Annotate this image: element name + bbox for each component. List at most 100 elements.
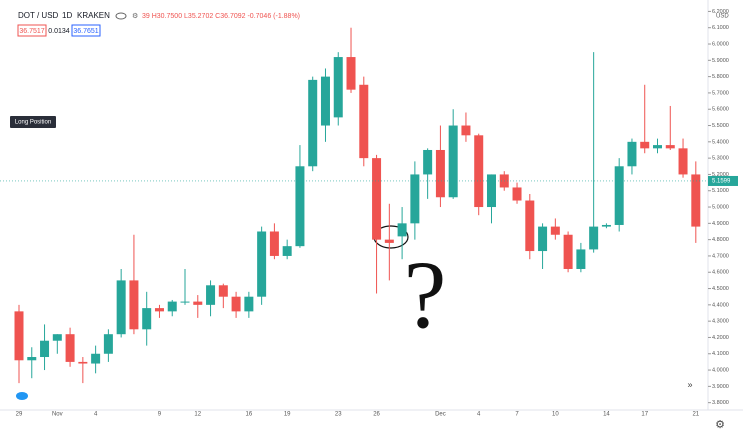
sell-box[interactable] bbox=[17, 24, 47, 37]
candle-body bbox=[154, 308, 164, 312]
last-price-tag bbox=[708, 175, 738, 186]
candle-body bbox=[218, 285, 228, 297]
candle-body bbox=[142, 308, 152, 330]
candle-body bbox=[448, 125, 458, 198]
y-tick-label: 4.0000 bbox=[712, 368, 729, 374]
candle-body bbox=[244, 296, 254, 312]
y-tick-label: 5.7000 bbox=[712, 90, 729, 96]
x-tick-label: 16 bbox=[246, 412, 253, 418]
candle-body bbox=[78, 361, 88, 364]
x-tick-label: 14 bbox=[603, 412, 610, 418]
y-tick-label: 4.7000 bbox=[712, 253, 729, 259]
candle-body bbox=[282, 246, 292, 256]
candle-body bbox=[423, 149, 433, 175]
candle-body bbox=[512, 187, 522, 201]
candle-body bbox=[103, 334, 113, 354]
x-tick-label: 4 bbox=[94, 412, 98, 418]
candle-body bbox=[52, 334, 62, 341]
candle-body bbox=[257, 231, 267, 297]
candle-body bbox=[40, 340, 50, 358]
x-tick-label: 17 bbox=[641, 412, 648, 418]
last-price-label: 5.1599 bbox=[712, 179, 731, 185]
candle-body bbox=[461, 125, 471, 136]
scroll-button[interactable]: » bbox=[687, 379, 692, 389]
candle-body bbox=[410, 174, 420, 224]
candle-body bbox=[65, 334, 75, 362]
candle-body bbox=[14, 311, 24, 361]
y-tick-label: 4.4000 bbox=[712, 302, 729, 308]
x-tick-label: Dec bbox=[435, 412, 446, 418]
x-tick-label: 9 bbox=[158, 412, 162, 418]
candle-body bbox=[333, 57, 343, 118]
y-tick-label: 4.1000 bbox=[712, 351, 729, 357]
y-tick-label: 5.3000 bbox=[712, 156, 729, 162]
legend: DOT / USD 1D KRAKEN ⚙ 39 H30.7500 L35.27… bbox=[17, 11, 300, 37]
candle-body bbox=[372, 158, 382, 240]
candle-body bbox=[320, 76, 330, 126]
question-mark: ? bbox=[404, 241, 447, 348]
cloud-icon[interactable] bbox=[16, 392, 28, 400]
candle-body bbox=[589, 226, 599, 250]
y-tick-label: 6.1000 bbox=[712, 25, 729, 31]
y-tick-label: 5.2000 bbox=[712, 172, 729, 178]
candle-body bbox=[206, 285, 216, 305]
x-tick-label: 21 bbox=[692, 412, 699, 418]
candle-body bbox=[346, 57, 356, 90]
annotation-label: Long Position bbox=[15, 120, 51, 126]
candle-body bbox=[435, 149, 445, 198]
candle-body bbox=[627, 141, 637, 167]
y-tick-label: 5.6000 bbox=[712, 107, 729, 113]
y-tick-label: 4.6000 bbox=[712, 270, 729, 276]
buy-price: 36.7651 bbox=[73, 28, 98, 35]
x-tick-label: 7 bbox=[515, 412, 519, 418]
candle-body bbox=[601, 224, 611, 227]
candle-body bbox=[27, 357, 37, 361]
candle-body bbox=[180, 301, 190, 303]
y-tick-label: 4.5000 bbox=[712, 286, 729, 292]
x-tick-label: Nov bbox=[52, 412, 63, 418]
candle-body bbox=[486, 174, 496, 208]
x-tick-label: 19 bbox=[284, 412, 291, 418]
settings-icon[interactable]: ⚙ bbox=[715, 419, 725, 431]
y-tick-label: 5.4000 bbox=[712, 139, 729, 145]
x-tick-label: 4 bbox=[477, 412, 481, 418]
exchange: KRAKEN bbox=[77, 11, 110, 20]
candle-body bbox=[359, 84, 369, 159]
candle-body bbox=[91, 353, 101, 364]
candle-body bbox=[231, 296, 241, 312]
y-tick-label: 6.0000 bbox=[712, 41, 729, 47]
eye-icon[interactable] bbox=[115, 12, 127, 20]
y-tick-label: 4.2000 bbox=[712, 335, 729, 341]
candle-body bbox=[167, 301, 177, 312]
x-tick-label: 12 bbox=[194, 412, 201, 418]
buy-box[interactable] bbox=[71, 24, 101, 37]
symbol: DOT / USD bbox=[18, 11, 59, 20]
y-tick-label: 5.8000 bbox=[712, 74, 729, 80]
x-tick-label: 10 bbox=[552, 412, 559, 418]
candle-body bbox=[640, 141, 650, 149]
gear-icon[interactable]: ⚙ bbox=[132, 12, 138, 20]
candle-body bbox=[678, 148, 688, 175]
candle-body bbox=[691, 174, 701, 227]
y-tick-label: 5.1000 bbox=[712, 188, 729, 194]
y-tick-label: 3.9000 bbox=[712, 384, 729, 390]
candle-body bbox=[474, 135, 484, 208]
candle-body bbox=[193, 301, 203, 305]
y-tick-label: 3.8000 bbox=[712, 400, 729, 406]
candle-body bbox=[116, 280, 126, 335]
annotation-box bbox=[10, 116, 56, 128]
candle-body bbox=[295, 166, 305, 247]
candle-body bbox=[397, 223, 407, 237]
ohlc: 39 H30.7500 L35.2702 C36.7092 -0.7046 (-… bbox=[142, 13, 300, 20]
candle-body bbox=[550, 226, 560, 235]
y-tick-label: 5.5000 bbox=[712, 123, 729, 129]
candle-body bbox=[653, 145, 662, 149]
x-tick-label: 29 bbox=[16, 412, 23, 418]
y-tick-label: 5.9000 bbox=[712, 58, 729, 64]
spread: 0.0134 bbox=[48, 28, 70, 35]
y-tick-label: 4.9000 bbox=[712, 221, 729, 227]
candle-body bbox=[308, 79, 318, 167]
candle-body bbox=[129, 280, 139, 330]
